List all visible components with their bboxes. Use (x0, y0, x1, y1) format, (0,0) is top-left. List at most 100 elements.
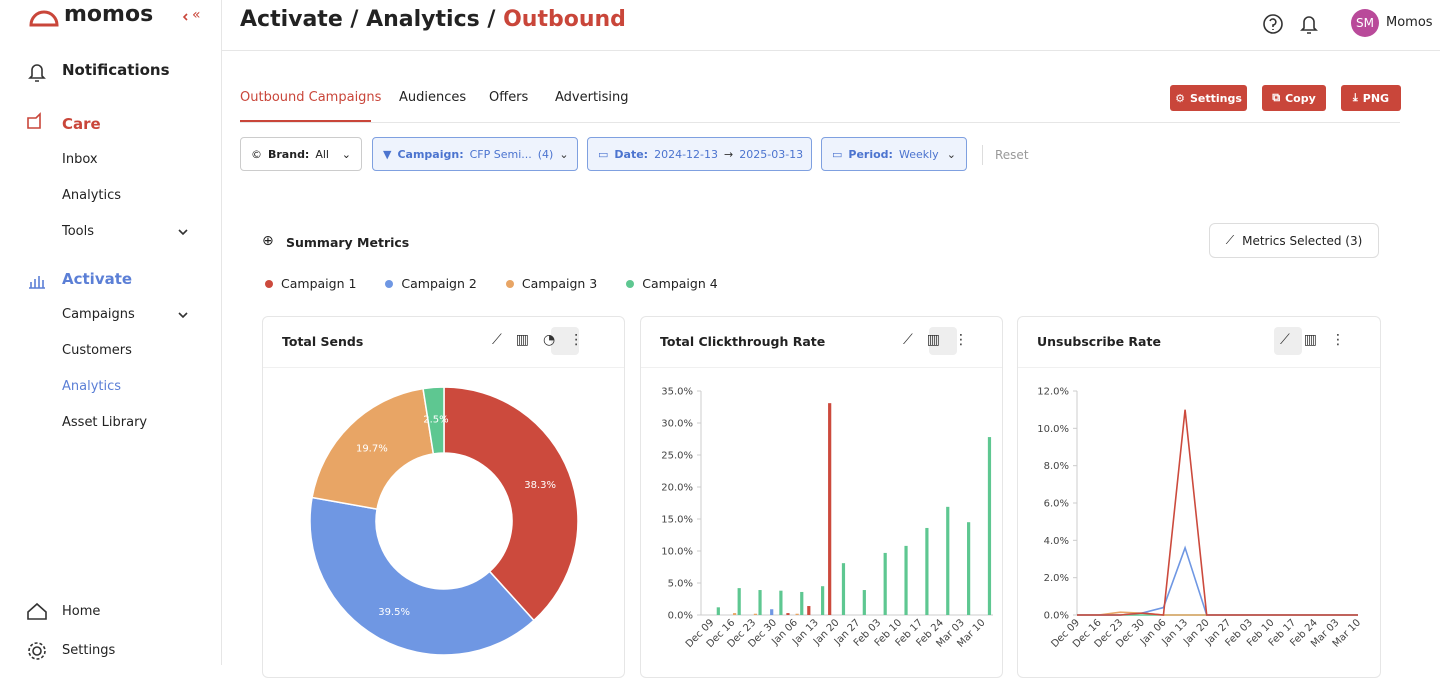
tab[interactable]: Offers (489, 90, 529, 105)
y-tick-label: 10.0% (1037, 424, 1069, 435)
chart-toggles[interactable]: ⟋▥⋮ (903, 332, 983, 348)
filter[interactable]: ▭ Period: Weekly ⌄ (821, 137, 967, 171)
bar (732, 613, 737, 615)
filter-value: 2025-03-13 (739, 147, 804, 161)
button[interactable]: ⤓ PNG (1341, 85, 1401, 111)
tab[interactable]: Audiences (399, 90, 467, 105)
legend-swatch (505, 279, 514, 288)
bar (737, 588, 741, 615)
breadcrumb-current: Outbound (503, 7, 626, 32)
nav-icons (27, 13, 188, 660)
logo: momos (64, 2, 154, 27)
chart-toggles[interactable]: ⟋▥◔⋮ (492, 332, 598, 348)
nav-item[interactable]: Inbox (62, 152, 98, 167)
bar (967, 522, 971, 615)
nav-item[interactable]: Notifications (62, 61, 170, 79)
chart: 0.0%5.0%10.0%15.0%20.0%25.0%30.0%35.0%De… (661, 387, 993, 650)
y-tick-label: 4.0% (1044, 536, 1069, 547)
filter[interactable]: ▭ Date: 2024-12-13 → 2025-03-13 (587, 137, 812, 171)
button[interactable]: ⚙ Settings (1170, 85, 1247, 111)
collapse[interactable]: « (192, 7, 201, 23)
legend-label: Campaign 1 (281, 276, 357, 291)
nav-item[interactable]: Home (62, 604, 101, 619)
legend-item: Campaign 3 (505, 276, 597, 291)
y-tick-label: 35.0% (661, 387, 693, 398)
nav-item[interactable]: Analytics (62, 379, 122, 394)
button[interactable]: ⧉ Copy (1262, 85, 1326, 111)
tab[interactable]: Advertising (555, 90, 629, 105)
pie-slice (422, 386, 445, 455)
filter[interactable]: ▼ Campaign: CFP Semi... (4) ⌄ (372, 137, 578, 171)
filter-value: All (315, 147, 329, 161)
nav-item[interactable]: Analytics (62, 188, 122, 203)
legend-item: Campaign 2 (385, 276, 477, 291)
chart-card: Total Sends ⟋▥◔⋮ 38.3% 39.5% 19.7% 2.5% (262, 316, 625, 678)
pie-slice (309, 496, 535, 656)
filter-value: 2024-12-13 (654, 147, 719, 161)
filter-label: Brand: (268, 147, 310, 161)
filter-value: CFP Semi... (469, 147, 532, 161)
data-label: 38.3% (524, 480, 556, 491)
nav-item[interactable]: Tools (62, 224, 95, 239)
button-label: PNG (1362, 91, 1390, 105)
active-toggle[interactable] (551, 327, 579, 355)
tab-underline (240, 120, 371, 122)
bar (716, 607, 720, 615)
legend-item: Campaign 4 (626, 276, 718, 291)
nav-section[interactable]: Care (62, 115, 101, 133)
filter-count: (4) (537, 147, 554, 161)
header-icons (1263, 14, 1318, 34)
sidebar: momos « Notifications Care Inbox Analyti… (0, 0, 222, 665)
bar (946, 506, 950, 615)
button-label: Settings (1189, 91, 1242, 105)
y-tick-label: 20.0% (661, 483, 693, 494)
separator (982, 145, 983, 165)
tab[interactable]: Outbound Campaigns (240, 90, 382, 105)
active-toggle[interactable] (929, 327, 957, 355)
line-series (1077, 409, 1358, 616)
chart-card: Total Clickthrough Rate ⟋▥⋮ 0.0% 5.0% 10.0… (640, 316, 1003, 678)
y-tick-label: 0.0% (668, 611, 693, 622)
y-tick-label: 15.0% (661, 515, 693, 526)
nav-item[interactable]: Customers (62, 343, 132, 358)
chart: 0.0%2.0%4.0%6.0%8.0%10.0%12.0%Dec 09Dec … (1037, 387, 1363, 651)
breadcrumb: Activate / Analytics / Outbound (240, 7, 626, 32)
y-tick-label: 10.0% (661, 547, 693, 558)
nav-item[interactable]: Asset Library (62, 415, 148, 430)
filter[interactable]: © Brand: All ⌄ (240, 137, 362, 171)
logo-icon (29, 10, 59, 27)
button-label: Copy (1285, 91, 1316, 105)
bar (987, 437, 992, 615)
chart-toggles[interactable]: ⟋▥⋮ (1280, 332, 1360, 348)
line-series (1077, 545, 1358, 616)
metrics-label: Metrics Selected (3) (1242, 233, 1363, 248)
bar (841, 563, 846, 615)
y-tick-label: 0.0% (1044, 611, 1069, 622)
bar (828, 403, 832, 615)
legend-label: Campaign 2 (401, 276, 477, 291)
chart-card: Unsubscribe Rate ⟋▥⋮ 0.0% 2.0% 4.0% 6.0% 8.0… (1017, 316, 1381, 678)
active-toggle[interactable] (1274, 327, 1302, 355)
data-label: 39.5% (378, 607, 410, 618)
nav-section[interactable]: Activate (62, 270, 133, 288)
reset[interactable]: Reset (995, 148, 1029, 162)
nav-item[interactable]: Settings (62, 643, 116, 658)
data-label: 2.5% (423, 414, 448, 425)
pie-slice (443, 386, 579, 622)
bar (862, 590, 866, 615)
avatar[interactable]: SM (1351, 9, 1379, 37)
filter-label: Period: (848, 147, 893, 161)
metrics-button[interactable]: ⟋ Metrics Selected (3) (1209, 223, 1379, 258)
chart-title: Total Clickthrough Rate (660, 334, 826, 349)
legend-item: Campaign 1 (265, 276, 356, 291)
chart-title: Total Sends (282, 334, 364, 349)
user-name[interactable]: Momos (1386, 15, 1433, 30)
bar (807, 606, 811, 615)
bar (758, 590, 762, 615)
filter-arrow: → (724, 147, 734, 161)
bar (925, 527, 929, 615)
legend: Campaign 1 Campaign 2 Campaign 3 Campaign 4 (265, 276, 718, 291)
chart: 38.3% 39.5% 19.7% 2.5% (309, 386, 579, 656)
bar (795, 613, 799, 615)
nav-item[interactable]: Campaigns (62, 307, 135, 322)
